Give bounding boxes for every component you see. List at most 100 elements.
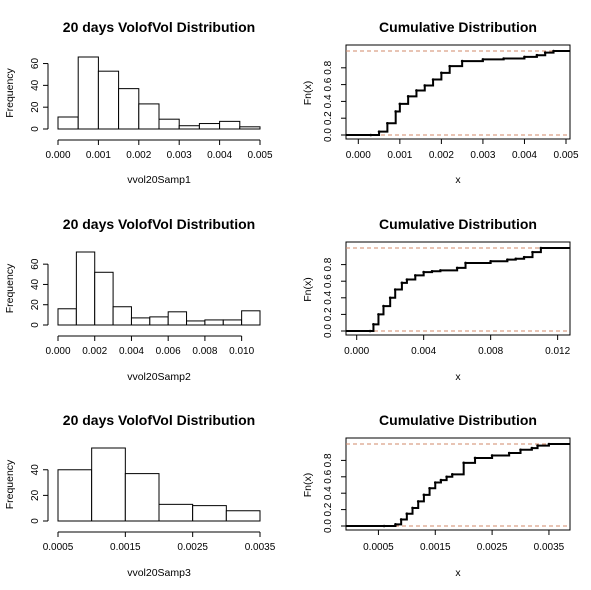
panel-title: Cumulative Distribution [379, 19, 537, 35]
ecdf-point [464, 261, 467, 265]
panel-1: 20 days VolofVol Distribution 0.000 0.001 0… [4, 19, 273, 186]
histogram-bar [77, 56, 99, 130]
x-tick-label: 0.000 [45, 346, 70, 357]
y-tick-label: 0.0 [323, 128, 334, 142]
x-tick-label: 0.002 [429, 150, 454, 161]
y-tick-label: 0.8 [323, 257, 334, 271]
x-tick-label: 0.004 [512, 150, 537, 161]
y-tick-label: 0.4 [323, 290, 334, 304]
y-axis-label: Fn(x) [302, 473, 314, 498]
histogram-bar [158, 118, 180, 130]
x-tick-label: 0.003 [470, 150, 495, 161]
y-tick-label: 0.6 [323, 274, 334, 288]
ecdf-point [399, 518, 403, 521]
ecdf-point [406, 95, 410, 98]
ecdf-point [430, 269, 434, 273]
x-tick-label: 0.001 [86, 150, 111, 161]
ecdf-point [439, 478, 443, 482]
ecdf-point [523, 55, 526, 59]
ecdf-point [531, 250, 534, 254]
x-tick-label: 0.008 [478, 346, 503, 357]
ecdf-point [377, 313, 380, 316]
ecdf-point [473, 456, 477, 460]
ecdf-point [377, 130, 381, 133]
histogram-bar [225, 510, 261, 522]
ecdf-point [502, 57, 505, 60]
x-tick-label: 0.000 [45, 150, 70, 161]
y-tick-label: 20 [30, 299, 41, 311]
histogram-bar [118, 88, 140, 130]
ecdf-point [455, 266, 459, 270]
histogram-bar [158, 503, 194, 522]
ecdf-point [393, 288, 397, 291]
x-tick-label: 0.004 [411, 346, 436, 357]
histogram-bar [94, 271, 114, 326]
ecdf-point [382, 524, 386, 528]
ecdf-point [451, 473, 454, 476]
x-axis-label: vvol20Samp1 [127, 174, 191, 186]
ecdf-point [398, 102, 402, 106]
histogram-bar [149, 316, 169, 326]
y-tick-label: 0.6 [323, 77, 334, 91]
y-tick-label: 0 [30, 322, 41, 328]
ecdf-point [422, 493, 426, 497]
ecdf-point [460, 59, 464, 63]
y-tick-label: 0.2 [323, 111, 334, 125]
ecdf-point [543, 51, 547, 54]
ecdf-point [369, 133, 373, 137]
ecdf-point [386, 121, 389, 125]
panel-4: Cumulative Distribution 0.000 0.004 0.008 0.… [302, 216, 571, 383]
panel-title: Cumulative Distribution [379, 412, 537, 428]
ecdf-point [552, 49, 555, 53]
panel-6: Cumulative Distribution 0.0005 0.0015 0.002… [302, 412, 571, 579]
ecdf-point [388, 296, 392, 300]
y-tick-label: 0.2 [323, 307, 334, 321]
histogram-bar [204, 319, 224, 326]
x-tick-label: 0.0035 [534, 542, 565, 553]
panel-title: Cumulative Distribution [379, 216, 537, 232]
ecdf-point [372, 323, 375, 326]
histogram-bar [219, 120, 241, 130]
x-tick-label: 0.006 [156, 346, 181, 357]
ecdf-point [411, 506, 414, 510]
x-tick-label: 0.0005 [363, 542, 394, 553]
ecdf-point [536, 444, 539, 447]
x-tick-label: 0.008 [192, 346, 217, 357]
histogram-bar [186, 320, 206, 326]
ecdf-point [514, 257, 518, 261]
ecdf-point [530, 446, 534, 450]
y-axis-label: Fn(x) [302, 277, 314, 302]
ecdf-point [428, 486, 431, 490]
ecdf-point [445, 475, 448, 479]
ecdf-point [382, 304, 385, 308]
ecdf-point [415, 89, 418, 92]
ecdf-point [439, 269, 442, 272]
y-tick-label: 60 [30, 258, 41, 270]
y-tick-label: 0 [30, 126, 41, 132]
x-axis-label: x [455, 174, 461, 186]
x-tick-label: 0.0035 [245, 542, 276, 553]
histogram-bar [222, 319, 243, 326]
x-tick-label: 0.010 [229, 346, 254, 357]
x-axis-label: vvol20Samp2 [127, 371, 191, 383]
x-axis-label: vvol20Samp3 [127, 567, 191, 579]
ecdf-point [522, 255, 526, 259]
ecdf-line [346, 50, 570, 136]
panel-3: 20 days VolofVol Distribution 0.000 0.002 0… [4, 216, 261, 383]
histogram-bar [57, 116, 79, 130]
panel-title: 20 days VolofVol Distribution [63, 19, 255, 35]
y-tick-label: 40 [30, 464, 41, 476]
plot-frame [345, 44, 571, 140]
ecdf-point [394, 110, 397, 113]
x-tick-label: 0.001 [387, 150, 412, 161]
y-tick-label: 0.8 [323, 60, 334, 74]
ecdf-point [506, 258, 509, 261]
x-tick-label: 0.002 [126, 150, 151, 161]
panel-title: 20 days VolofVol Distribution [63, 216, 255, 232]
y-axis-label: Frequency [4, 459, 16, 509]
x-tick-label: 0.0025 [177, 542, 208, 553]
ecdf-point [462, 461, 465, 465]
ecdf-line [346, 247, 570, 332]
